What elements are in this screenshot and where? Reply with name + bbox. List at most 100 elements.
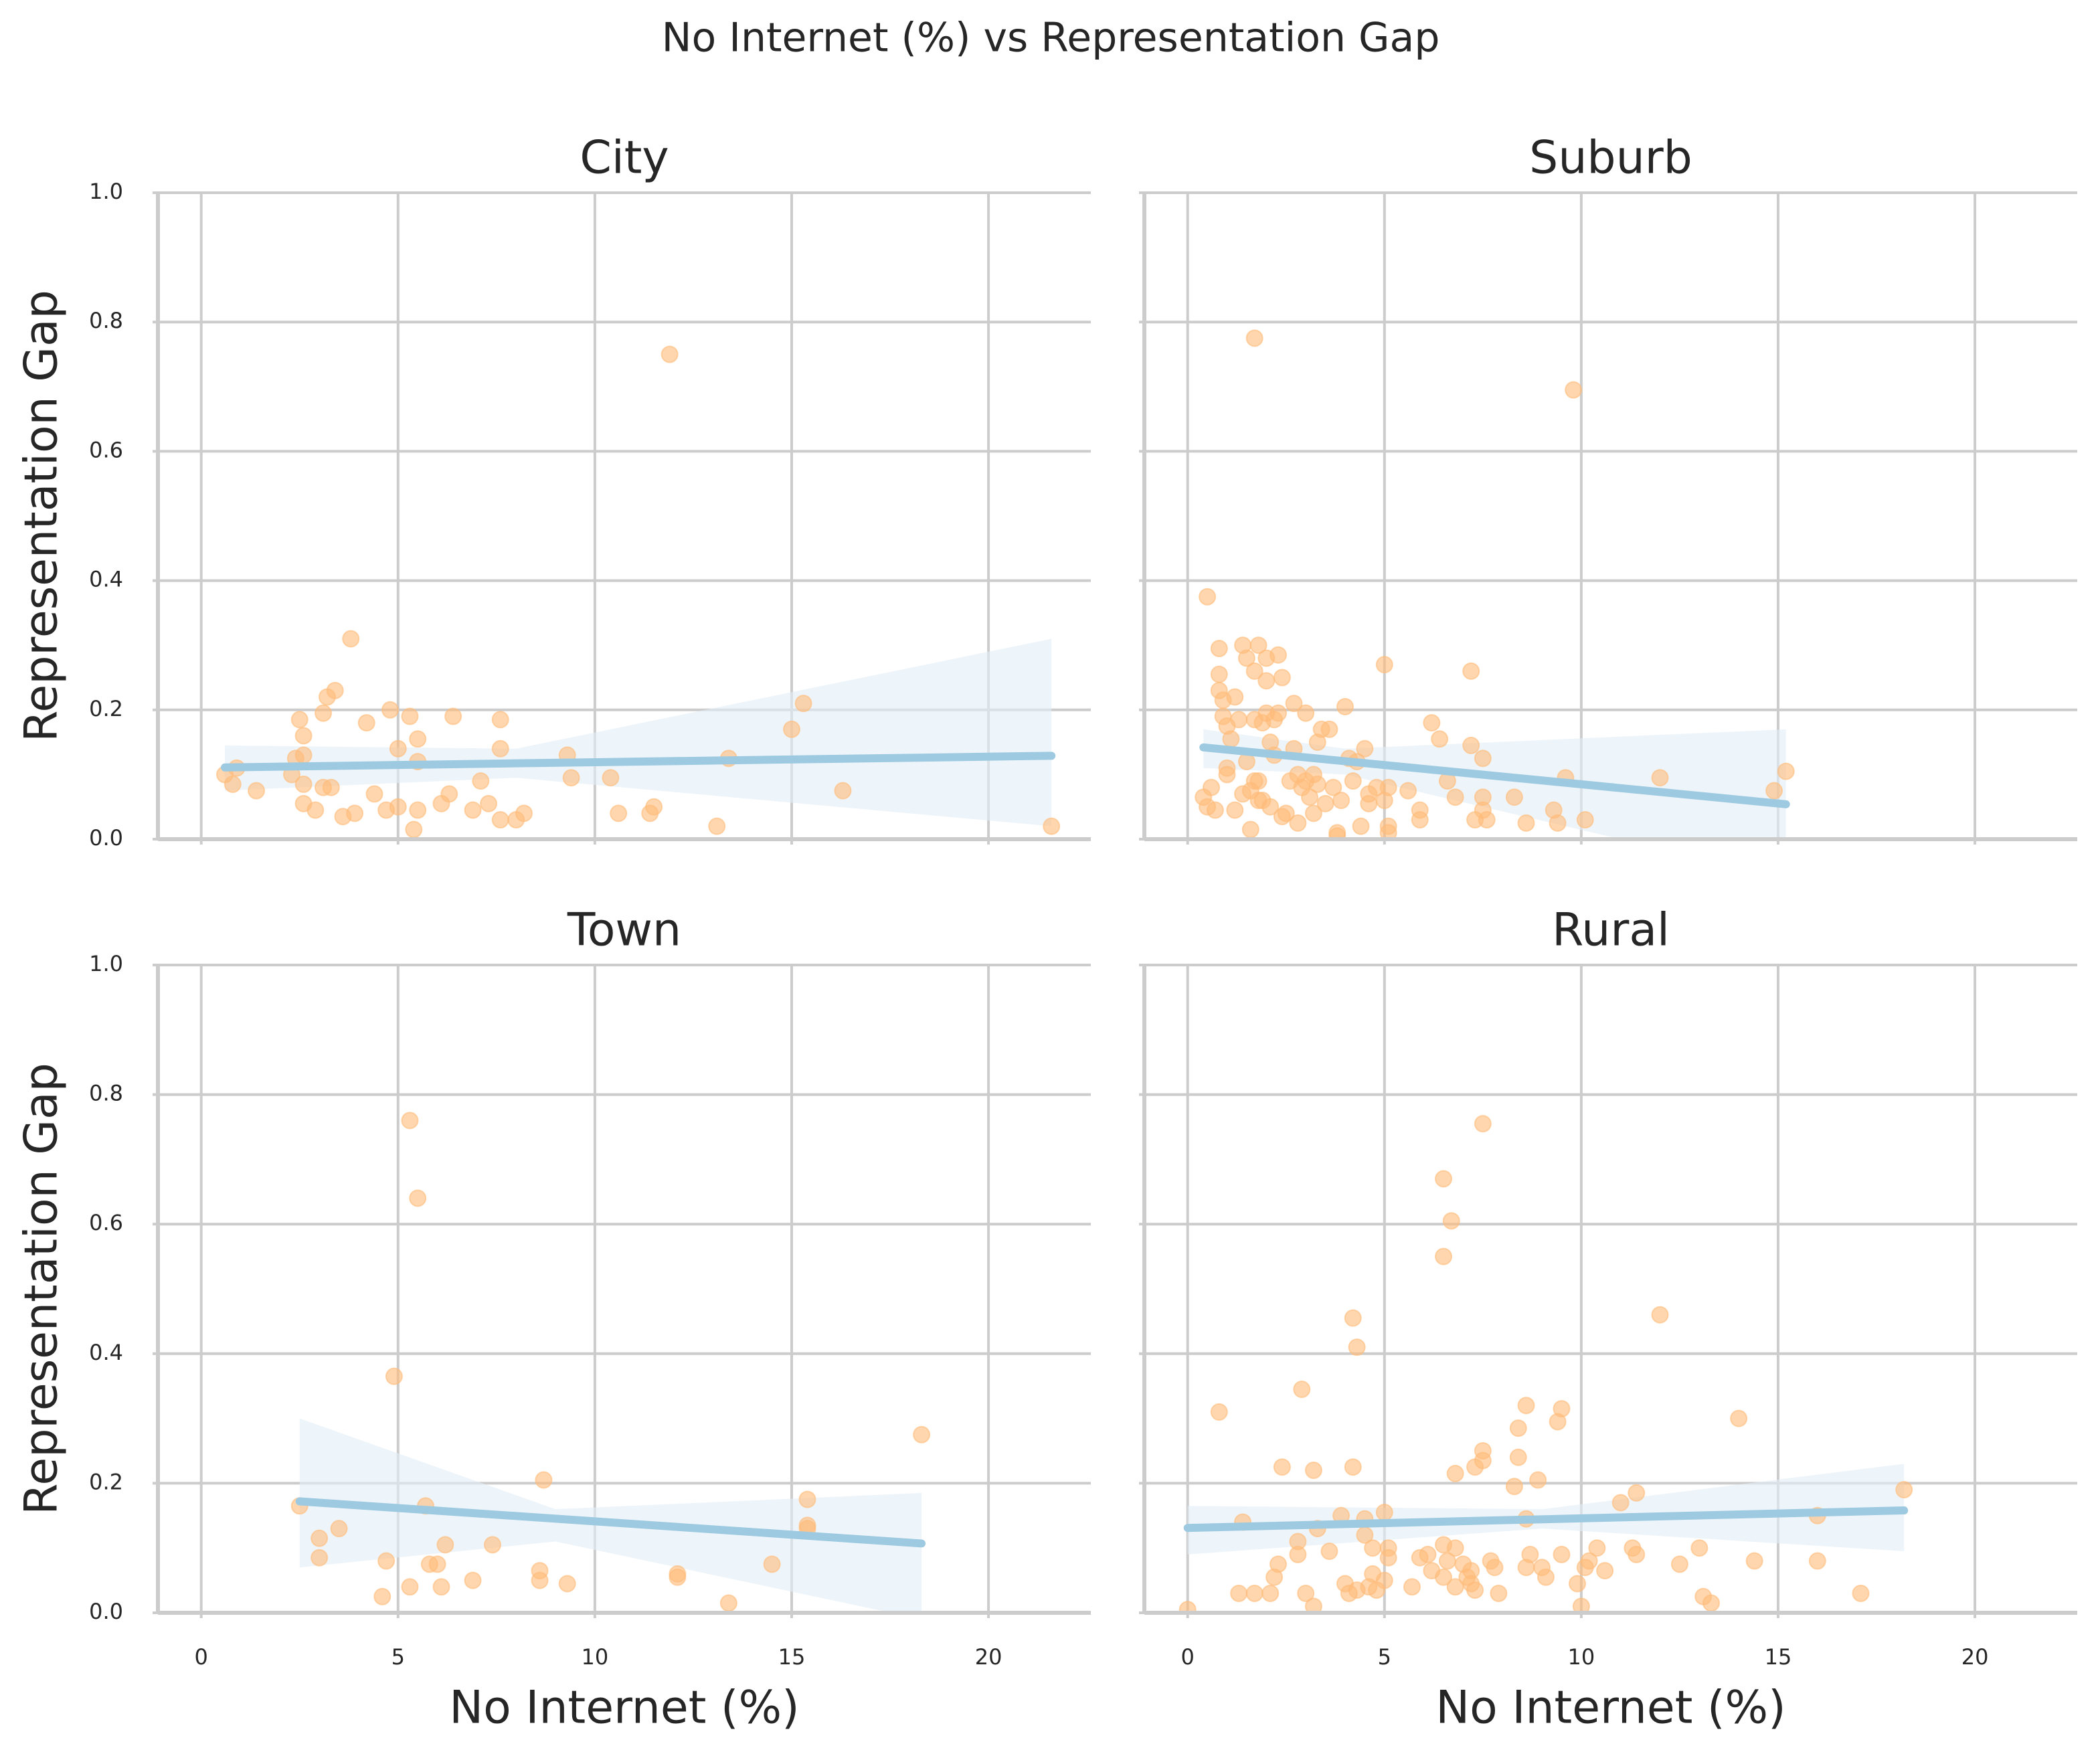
data-point xyxy=(1569,1575,1587,1593)
data-point xyxy=(1324,778,1342,796)
data-point xyxy=(1765,782,1783,800)
y-tick-label: 0.2 xyxy=(89,696,123,721)
data-point xyxy=(1348,1338,1366,1356)
data-point xyxy=(1509,1419,1527,1437)
data-point xyxy=(389,739,407,758)
data-point xyxy=(1553,1400,1571,1418)
data-point xyxy=(1462,736,1480,754)
data-point xyxy=(602,769,620,787)
data-point xyxy=(436,1536,454,1554)
data-point xyxy=(1509,1448,1527,1466)
data-point xyxy=(330,1520,348,1538)
data-point xyxy=(1517,1397,1535,1415)
data-point xyxy=(1462,662,1480,680)
data-point xyxy=(1364,1539,1382,1557)
data-point xyxy=(1777,762,1795,780)
data-point xyxy=(1690,1539,1709,1557)
facet: City 0.0 0.2 0.4 0.6 0.8 1.0 Representation Gap xyxy=(15,132,1091,851)
data-point xyxy=(1320,720,1338,738)
data-point xyxy=(1218,766,1236,784)
data-point xyxy=(491,711,509,729)
data-point xyxy=(535,1471,553,1489)
data-point xyxy=(669,1568,687,1586)
data-point xyxy=(1745,1552,1763,1570)
data-point xyxy=(1596,1562,1614,1580)
data-point xyxy=(1611,1494,1630,1512)
data-point xyxy=(1431,730,1449,748)
data-point xyxy=(385,1367,403,1385)
data-point xyxy=(1702,1594,1720,1612)
data-point xyxy=(782,720,800,738)
data-point xyxy=(1423,714,1441,732)
y-tick-label: 0.6 xyxy=(89,437,123,462)
data-point xyxy=(1320,1543,1338,1561)
data-point xyxy=(1297,704,1315,722)
data-point xyxy=(307,801,325,819)
regression-line xyxy=(295,1497,926,1548)
data-point xyxy=(1628,1545,1646,1563)
data-point xyxy=(1273,1458,1291,1476)
facet: Suburb xyxy=(1139,132,2077,845)
data-point xyxy=(248,782,266,800)
data-point xyxy=(1375,1503,1393,1521)
data-point xyxy=(1273,669,1291,687)
data-point xyxy=(1375,1571,1393,1589)
data-point xyxy=(491,739,509,758)
data-point xyxy=(311,1549,329,1567)
data-point xyxy=(464,1571,482,1589)
data-point xyxy=(1505,788,1523,806)
x-tick-label: 0 xyxy=(195,1644,208,1670)
data-point xyxy=(515,804,533,822)
data-point xyxy=(645,798,663,816)
data-point xyxy=(1576,811,1594,829)
data-point xyxy=(1442,1212,1460,1230)
data-point xyxy=(1308,775,1326,793)
data-point xyxy=(719,1594,737,1612)
data-point xyxy=(1230,1584,1248,1602)
data-point xyxy=(661,345,679,363)
data-point xyxy=(1304,804,1322,822)
data-point xyxy=(315,704,333,722)
data-point xyxy=(464,801,482,819)
y-tick-label: 0.2 xyxy=(89,1469,123,1494)
data-point xyxy=(1474,1442,1492,1460)
data-point xyxy=(1356,739,1374,758)
data-point xyxy=(1490,1584,1508,1602)
data-point xyxy=(346,804,364,822)
data-point xyxy=(409,801,427,819)
y-tick-label: 0.0 xyxy=(89,825,123,851)
plot-area xyxy=(1178,1115,1913,1613)
data-point xyxy=(1446,1539,1464,1557)
data-point xyxy=(1399,782,1417,800)
regression-line xyxy=(1199,743,1790,808)
data-point xyxy=(1486,1559,1504,1577)
data-point xyxy=(1352,817,1370,835)
data-point xyxy=(1344,1309,1362,1327)
y-axis-label: Representation Gap xyxy=(15,1063,68,1515)
data-point xyxy=(1852,1584,1870,1602)
x-axis-label: No Internet (%) xyxy=(449,1682,799,1735)
data-point xyxy=(1210,665,1228,683)
data-point xyxy=(1277,804,1295,822)
data-point xyxy=(1651,1306,1669,1324)
x-tick-label: 20 xyxy=(1961,1644,1989,1670)
data-point xyxy=(1269,1555,1287,1573)
data-point xyxy=(1328,827,1346,839)
data-point xyxy=(1505,1478,1523,1496)
y-tick-label: 0.4 xyxy=(89,567,123,592)
data-point xyxy=(1419,1545,1437,1563)
data-point xyxy=(440,785,458,803)
figure-title: No Internet (%) vs Representation Gap xyxy=(662,15,1440,62)
data-point xyxy=(1245,329,1263,347)
data-point xyxy=(1269,646,1287,664)
data-point xyxy=(342,630,360,648)
data-point xyxy=(1202,778,1220,796)
data-point xyxy=(562,769,580,787)
regression-line xyxy=(220,752,1056,772)
data-point xyxy=(1651,769,1669,787)
data-point xyxy=(322,778,340,796)
data-point xyxy=(1249,636,1267,654)
data-point xyxy=(1529,1471,1547,1489)
